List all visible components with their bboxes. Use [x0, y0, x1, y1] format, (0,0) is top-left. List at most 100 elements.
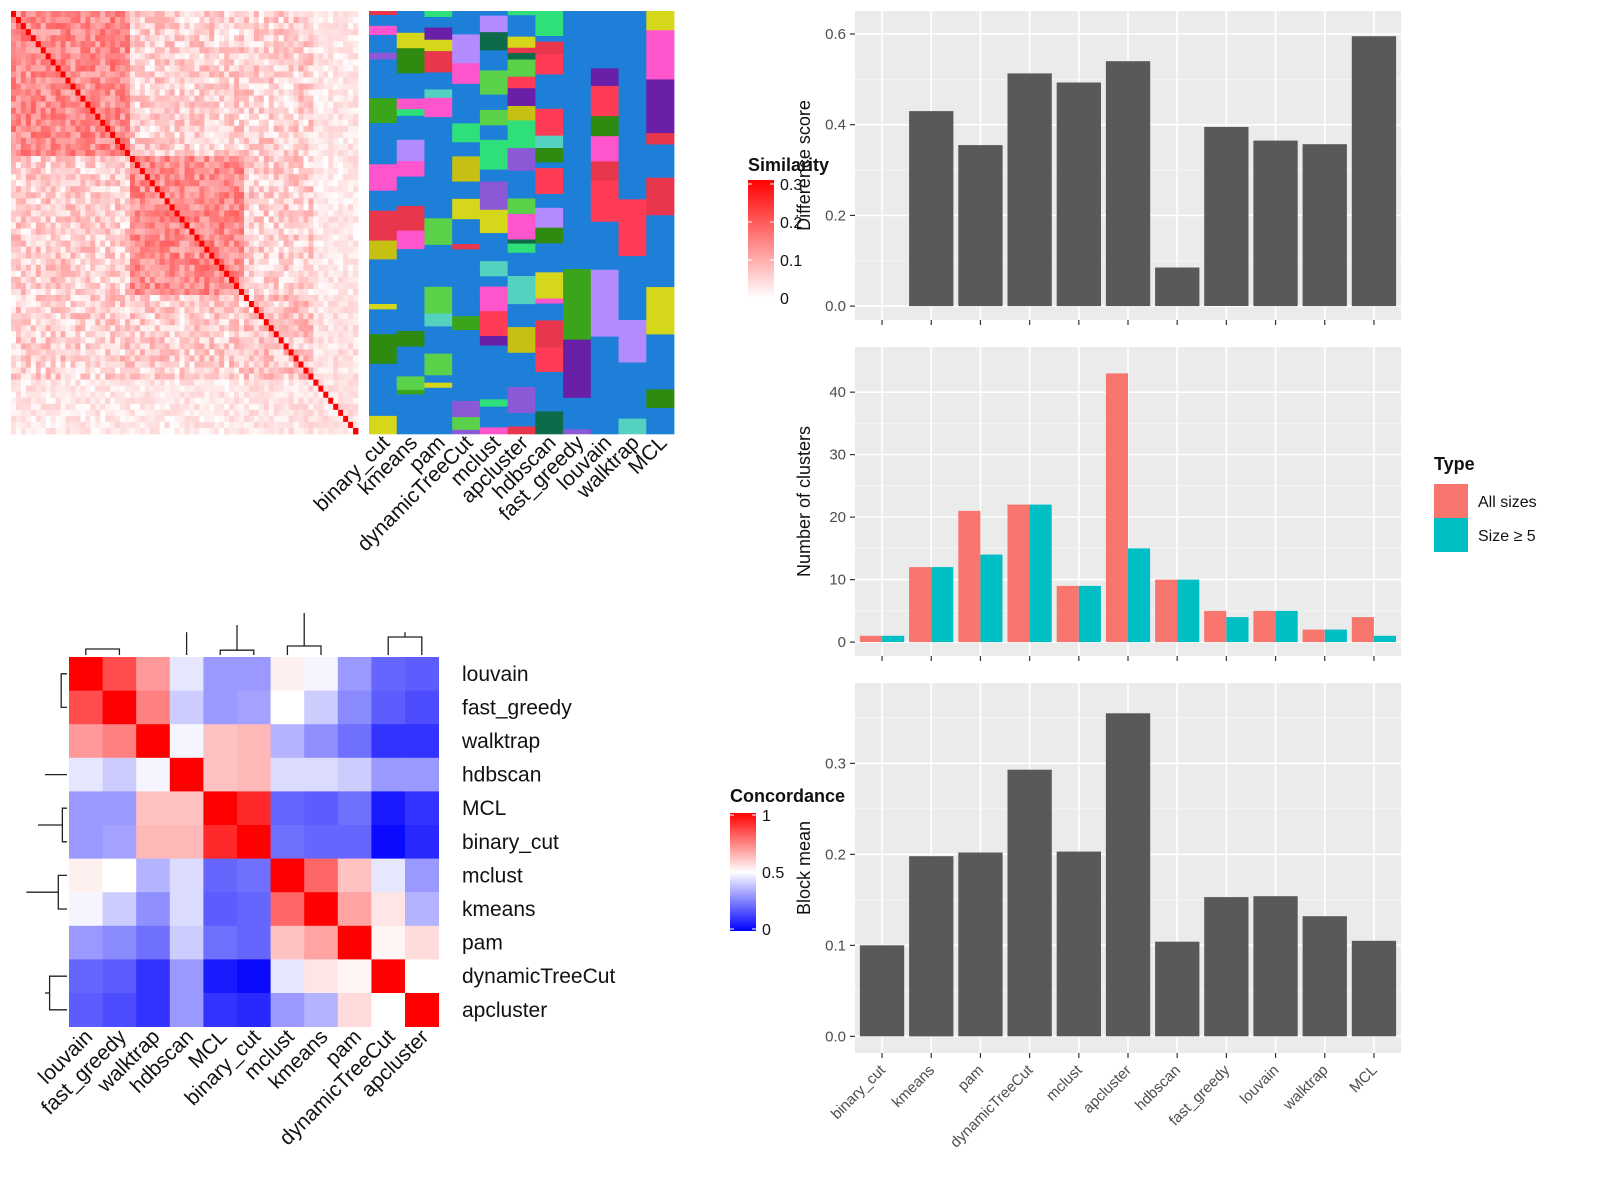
similarity-cell — [278, 355, 285, 362]
similarity-cell — [229, 107, 235, 115]
similarity-cell — [11, 11, 17, 18]
similarity-cell — [229, 361, 235, 368]
similarity-cell — [139, 427, 146, 435]
similarity-cell — [348, 186, 354, 193]
similarity-cell — [268, 65, 275, 72]
similarity-cell — [248, 228, 255, 235]
similarity-cell — [333, 403, 339, 411]
similarity-cell — [338, 379, 344, 387]
similarity-cell — [263, 234, 270, 242]
similarity-cell — [15, 264, 22, 272]
similarity-cell — [278, 415, 285, 423]
similarity-cell — [120, 313, 126, 320]
similarity-cell — [333, 174, 339, 181]
similarity-cell — [60, 77, 66, 84]
similarity-cell — [184, 119, 190, 127]
similarity-cell — [323, 246, 329, 254]
similarity-cell — [328, 288, 334, 296]
similarity-cell — [219, 240, 225, 248]
similarity-cell — [115, 234, 121, 242]
similarity-cell — [40, 355, 47, 362]
similarity-cell — [239, 349, 245, 356]
similarity-cell — [90, 421, 96, 429]
similarity-cell — [90, 83, 96, 90]
similarity-cell — [353, 204, 359, 211]
similarity-cell — [278, 385, 285, 393]
similarity-cell — [149, 228, 156, 235]
similarity-cell — [70, 240, 76, 248]
similarity-cell — [129, 361, 136, 368]
similarity-cell — [15, 240, 22, 248]
similarity-cell — [169, 83, 175, 90]
similarity-cell — [30, 113, 37, 121]
similarity-cell — [348, 143, 354, 151]
similarity-cell — [174, 240, 180, 248]
similarity-cell — [308, 240, 314, 248]
similarity-cell — [20, 89, 27, 96]
similarity-cell — [199, 222, 205, 229]
similarity-cell — [110, 349, 116, 356]
similarity-cell — [343, 361, 349, 368]
similarity-cell — [224, 313, 230, 320]
similarity-cell — [273, 156, 280, 163]
similarity-cell — [308, 216, 314, 223]
similarity-cell — [268, 331, 275, 338]
similarity-cell — [149, 198, 156, 205]
similarity-cell — [40, 313, 47, 320]
similarity-cell — [90, 125, 96, 133]
similarity-cell — [50, 180, 57, 187]
similarity-cell — [85, 301, 91, 308]
similarity-cell — [30, 240, 37, 248]
similarity-cell — [224, 301, 230, 308]
similarity-cell — [338, 216, 344, 223]
similarity-cell — [110, 379, 116, 387]
similarity-cell — [20, 180, 27, 187]
similarity-cell — [258, 71, 265, 78]
similarity-cell — [125, 270, 131, 278]
similarity-cell — [199, 355, 205, 362]
similarity-cell — [229, 95, 235, 103]
similarity-cell — [278, 379, 285, 387]
similarity-cell — [144, 71, 151, 78]
similarity-cell — [189, 409, 195, 417]
similarity-cell — [115, 385, 121, 393]
similarity-cell — [179, 210, 185, 217]
similarity-cell — [80, 101, 86, 109]
similarity-cell — [328, 162, 334, 169]
similarity-cell — [164, 246, 171, 254]
similarity-cell — [278, 35, 285, 42]
similarity-cell — [214, 427, 220, 435]
similarity-cell — [70, 65, 76, 72]
similarity-cell — [199, 228, 205, 235]
similarity-cell — [85, 355, 91, 362]
similarity-cell — [328, 337, 334, 344]
similarity-cell — [90, 47, 96, 54]
similarity-cell — [303, 391, 309, 399]
similarity-cell — [139, 240, 146, 248]
similarity-cell — [184, 35, 190, 42]
similarity-cell — [338, 373, 344, 381]
similarity-cell — [298, 53, 304, 60]
similarity-cell — [308, 119, 314, 127]
similarity-cell — [328, 391, 334, 399]
similarity-cell — [308, 192, 314, 199]
similarity-cell — [229, 270, 235, 278]
similarity-cell — [328, 319, 334, 326]
similarity-cell — [134, 282, 141, 290]
similarity-cell — [129, 77, 136, 84]
similarity-cell — [169, 307, 175, 314]
similarity-cell — [263, 174, 270, 181]
similarity-cell — [154, 313, 161, 320]
similarity-cell — [40, 403, 47, 411]
similarity-cell — [248, 192, 255, 199]
similarity-cell — [214, 403, 220, 411]
similarity-cell — [120, 47, 126, 54]
strip-segment — [424, 196, 453, 201]
similarity-cell — [258, 41, 265, 48]
similarity-cell — [288, 204, 294, 211]
similarity-cell — [149, 156, 156, 163]
similarity-cell — [100, 246, 106, 254]
similarity-cell — [234, 210, 240, 217]
similarity-cell — [343, 240, 349, 248]
similarity-cell — [90, 343, 96, 350]
